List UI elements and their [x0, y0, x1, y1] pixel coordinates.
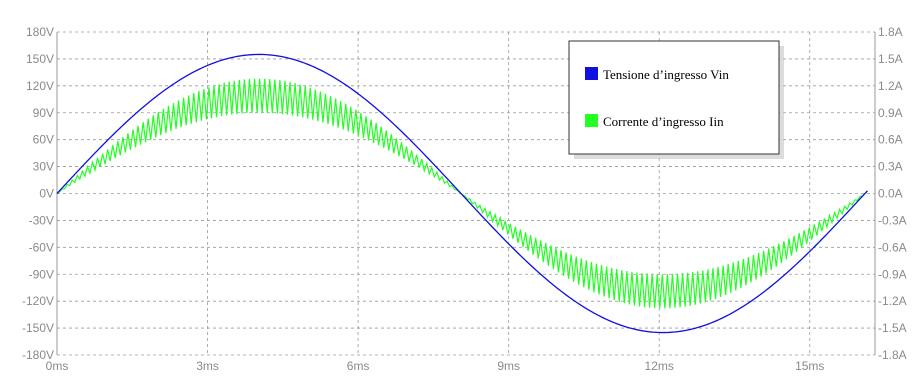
left-tick-label: 90V	[33, 106, 54, 120]
right-tick-label: -0.9A	[878, 267, 907, 281]
right-tick-label: 0.9A	[878, 106, 903, 120]
x-tick-label: 3ms	[196, 359, 219, 373]
left-tick-label: -180V	[22, 348, 54, 362]
left-tick-label: 0V	[39, 187, 54, 201]
x-tick-label: 0ms	[46, 359, 69, 373]
left-tick-label: -120V	[22, 294, 54, 308]
x-axis-ticks: 0ms 3ms 6ms 9ms 12ms 15ms	[46, 359, 825, 373]
left-tick-label: 150V	[26, 52, 54, 66]
x-tick-label: 15ms	[795, 359, 824, 373]
legend-swatch-current	[585, 114, 598, 127]
left-axis-ticks: 180V 150V 120V 90V 60V 30V 0V -30V -60V -90V -120V…	[22, 25, 54, 362]
right-tick-label: -1.8A	[878, 348, 907, 362]
right-axis-ticks: 1.8A 1.5A 1.2A 0.9A 0.6A 0.3A 0.0A -0.3A -0.6A -0…	[878, 25, 907, 362]
grid-lines	[56, 31, 875, 356]
right-tick-label: 0.3A	[878, 160, 903, 174]
left-tick-label: 120V	[26, 79, 54, 93]
left-tick-label: -60V	[29, 240, 54, 254]
left-tick-label: 60V	[33, 133, 54, 147]
left-tick-label: 30V	[33, 160, 54, 174]
legend-label-voltage: Tensione d’ingresso Vin	[603, 67, 729, 82]
legend-swatch-voltage	[585, 67, 598, 80]
right-tick-label: 1.8A	[878, 25, 903, 39]
right-tick-label: -0.6A	[878, 240, 907, 254]
left-tick-label: -30V	[29, 213, 54, 227]
series-voltage-line	[56, 53, 868, 334]
x-tick-label: 9ms	[497, 359, 520, 373]
right-tick-label: -1.5A	[878, 321, 907, 335]
series-voltage	[56, 53, 868, 334]
left-tick-label: 180V	[26, 25, 54, 39]
legend-box	[568, 40, 780, 155]
left-tick-label: -150V	[22, 321, 54, 335]
right-tick-label: -0.3A	[878, 213, 907, 227]
legend-label-current: Corrente d’ingresso Iin	[603, 114, 724, 129]
right-tick-label: 0.0A	[878, 187, 903, 201]
x-tick-label: 12ms	[645, 359, 674, 373]
right-tick-label: 1.5A	[878, 52, 903, 66]
x-tick-label: 6ms	[347, 359, 370, 373]
left-tick-label: -90V	[29, 267, 54, 281]
right-tick-label: 0.6A	[878, 133, 903, 147]
right-tick-label: -1.2A	[878, 294, 907, 308]
right-tick-label: 1.2A	[878, 79, 903, 93]
legend: Tensione d’ingresso Vin Corrente d’ingre…	[568, 40, 784, 159]
